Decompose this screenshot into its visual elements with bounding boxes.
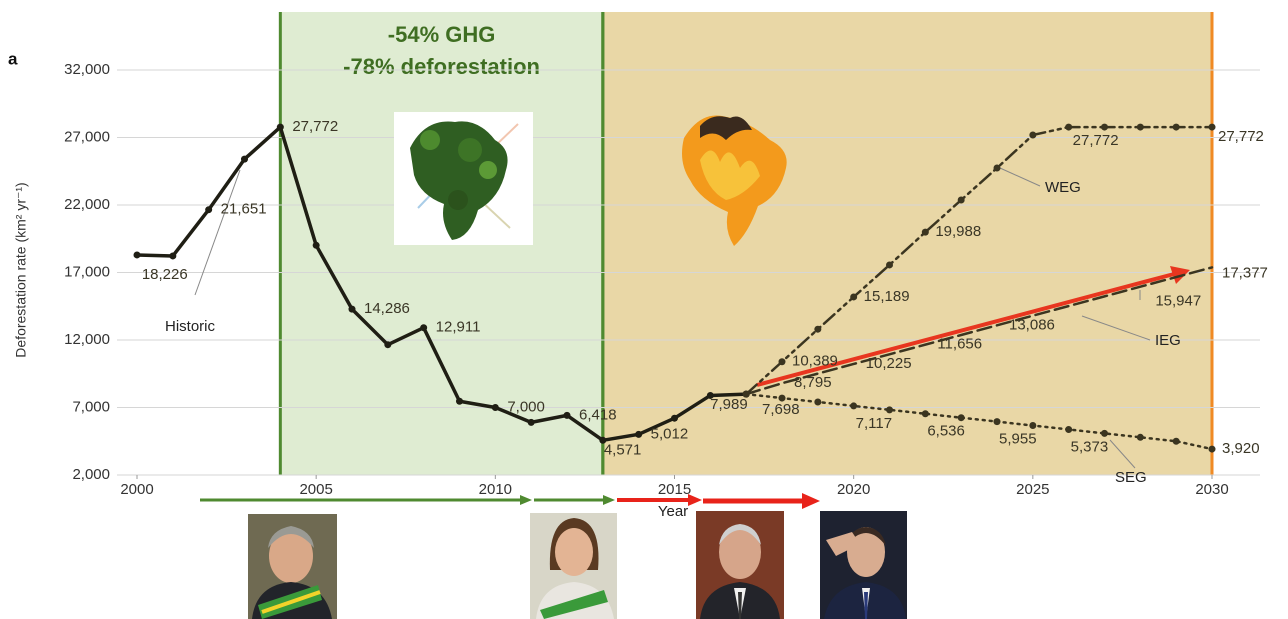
chart: -54% GHG -78% deforestation 2,000 7,000 12,… bbox=[0, 0, 1288, 619]
value-label: 7,117 bbox=[856, 415, 892, 432]
data-point bbox=[1101, 124, 1108, 131]
data-point bbox=[743, 391, 750, 398]
portrait-4 bbox=[820, 511, 907, 619]
span-label: -78% deforestation bbox=[343, 54, 540, 79]
value-label: 7,989 bbox=[710, 396, 748, 413]
data-point bbox=[1029, 422, 1036, 429]
series-label: Historic bbox=[165, 318, 216, 335]
data-point bbox=[1065, 124, 1072, 131]
x-tick-label: 2025 bbox=[1016, 481, 1049, 498]
value-label: 5,955 bbox=[999, 431, 1037, 448]
x-tick-label: 2005 bbox=[299, 481, 332, 498]
y-tick-label: 2,000 bbox=[72, 466, 110, 483]
value-label: 7,000 bbox=[507, 398, 545, 415]
data-point bbox=[1137, 124, 1144, 131]
y-tick-label: 32,000 bbox=[64, 61, 110, 78]
value-label: 14,286 bbox=[364, 300, 410, 317]
data-point bbox=[1065, 426, 1072, 433]
value-label: 15,189 bbox=[864, 288, 910, 305]
portrait-2 bbox=[530, 513, 617, 619]
value-label: 15,947 bbox=[1155, 293, 1201, 310]
data-point bbox=[241, 156, 248, 163]
y-tick-label: 17,000 bbox=[64, 263, 110, 280]
y-tick-label: 7,000 bbox=[72, 398, 110, 415]
data-point bbox=[922, 410, 929, 417]
y-tick-label: 22,000 bbox=[64, 196, 110, 213]
span-label: -54% GHG bbox=[388, 22, 496, 47]
data-point bbox=[1209, 124, 1216, 131]
data-point bbox=[134, 251, 141, 258]
value-label: 21,651 bbox=[221, 201, 267, 218]
data-point bbox=[564, 412, 571, 419]
data-point bbox=[1137, 434, 1144, 441]
portrait-1 bbox=[248, 514, 337, 619]
series-label: IEG bbox=[1155, 332, 1181, 349]
data-point bbox=[277, 124, 284, 131]
data-point bbox=[205, 206, 212, 213]
data-point bbox=[671, 415, 678, 422]
data-point bbox=[1173, 124, 1180, 131]
value-label: 4,571 bbox=[604, 441, 642, 458]
value-label: 5,373 bbox=[1071, 438, 1109, 455]
value-label: 27,772 bbox=[1073, 132, 1119, 149]
data-point bbox=[886, 261, 893, 268]
y-axis-label: Deforestation rate (km² yr⁻¹) bbox=[13, 182, 29, 357]
data-point bbox=[1029, 132, 1036, 139]
x-tick-label: 2030 bbox=[1195, 481, 1228, 498]
data-point bbox=[1209, 446, 1216, 453]
value-label: 7,698 bbox=[762, 401, 800, 418]
data-point bbox=[994, 418, 1001, 425]
data-point bbox=[779, 358, 786, 365]
value-label: 27,772 bbox=[1218, 128, 1264, 145]
data-point bbox=[886, 406, 893, 413]
data-point bbox=[994, 165, 1001, 172]
data-point bbox=[922, 229, 929, 236]
value-label: 3,920 bbox=[1222, 440, 1260, 457]
series-label: WEG bbox=[1045, 179, 1081, 196]
x-tick-label: 2000 bbox=[120, 481, 153, 498]
data-point bbox=[635, 431, 642, 438]
value-label: 19,988 bbox=[935, 223, 981, 240]
data-point bbox=[958, 197, 965, 204]
data-point bbox=[1173, 438, 1180, 445]
value-label: 12,911 bbox=[436, 319, 481, 336]
value-label: 27,772 bbox=[292, 118, 338, 135]
x-tick-label: 2015 bbox=[658, 481, 691, 498]
data-point bbox=[1101, 430, 1108, 437]
value-label: 17,377 bbox=[1222, 264, 1268, 281]
value-label: 6,536 bbox=[927, 423, 965, 440]
data-point bbox=[456, 398, 463, 405]
data-point bbox=[814, 326, 821, 333]
value-label: 8,795 bbox=[794, 374, 832, 391]
data-point bbox=[384, 341, 391, 348]
y-tick-label: 27,000 bbox=[64, 128, 110, 145]
data-point bbox=[420, 324, 427, 331]
data-point bbox=[958, 414, 965, 421]
x-tick-label: 2020 bbox=[837, 481, 870, 498]
forest-map-image bbox=[394, 112, 533, 245]
x-tick-label: 2010 bbox=[479, 481, 512, 498]
portrait-3 bbox=[696, 511, 784, 619]
data-point bbox=[814, 399, 821, 406]
data-point bbox=[492, 404, 499, 411]
series-label: SEG bbox=[1115, 469, 1147, 486]
data-point bbox=[850, 293, 857, 300]
value-label: 11,656 bbox=[937, 336, 982, 353]
value-label: 6,418 bbox=[579, 406, 617, 423]
value-label: 13,086 bbox=[1009, 316, 1055, 333]
value-label: 10,225 bbox=[866, 355, 912, 372]
data-point bbox=[349, 306, 356, 313]
data-point bbox=[850, 402, 857, 409]
y-tick-label: 12,000 bbox=[64, 331, 110, 348]
data-point bbox=[313, 242, 320, 249]
value-label: 10,389 bbox=[792, 353, 838, 370]
value-label: 5,012 bbox=[651, 425, 689, 442]
data-point bbox=[169, 252, 176, 259]
x-axis-label: Year bbox=[658, 503, 688, 520]
panel-label: a bbox=[8, 49, 18, 68]
value-label: 18,226 bbox=[142, 266, 188, 283]
data-point bbox=[528, 419, 535, 426]
